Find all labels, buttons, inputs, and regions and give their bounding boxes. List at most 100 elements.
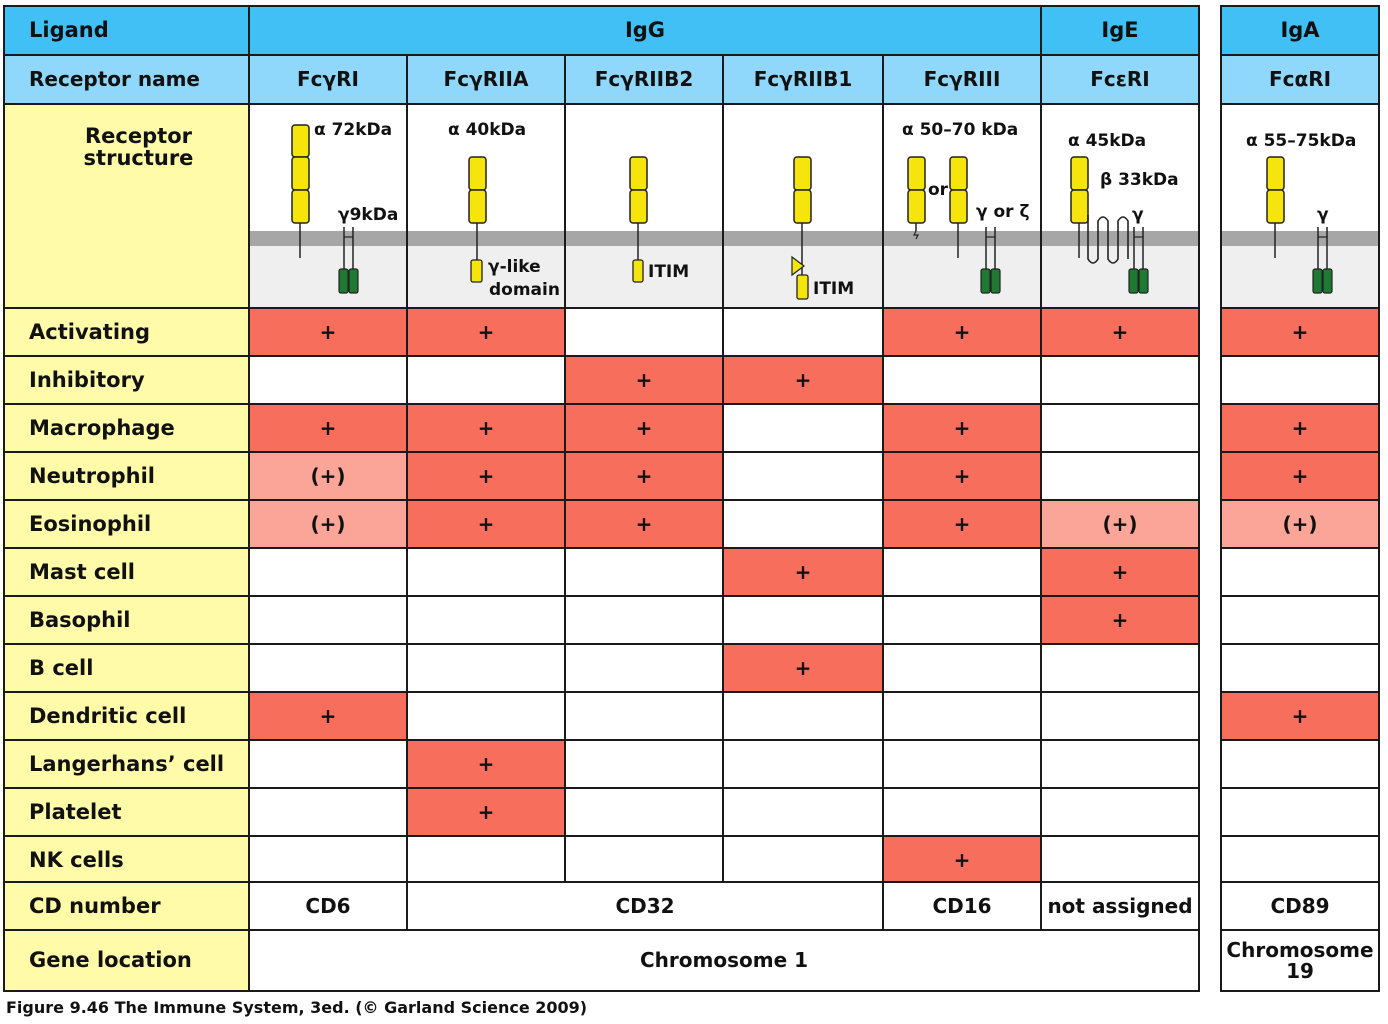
- cell-basophil-fceri: +: [1040, 595, 1200, 645]
- cell-platelet-fcgriib2: [564, 787, 724, 837]
- cell-basophil-fcgriib2: [564, 595, 724, 645]
- receptor-name-fcgriib2: FcγRIIB2: [564, 54, 724, 105]
- receptor-structure-diagram: α 72kDa γ9kDa α 40kDa γ-like domain ITIM: [248, 103, 1200, 309]
- cell-platelet-fceri: [1040, 787, 1200, 837]
- cell-dendritic-cell-fceri: [1040, 691, 1200, 741]
- cell-nk-cells-fceri: [1040, 835, 1200, 885]
- fcgriia-domain-label-1: γ-like: [488, 257, 541, 277]
- ligand-ige: IgE: [1040, 5, 1200, 56]
- cell-langerhans-cell-fcgriib2: [564, 739, 724, 789]
- cell-neutrophil-fcgri: (+): [248, 451, 408, 501]
- cell-inhibitory-fcgriib2: +: [564, 355, 724, 405]
- fcari-structure-diagram: α 55–75kDa γ: [1220, 103, 1380, 309]
- fceri-beta-label: β 33kDa: [1100, 170, 1179, 190]
- receptor-name-fcgriia: FcγRIIA: [406, 54, 566, 105]
- fceri-gamma-dimer: [1128, 227, 1149, 294]
- fcgriii-or-label: or: [928, 180, 949, 200]
- cell-dendritic-cell-fcgriib1: [722, 691, 884, 741]
- cell-macrophage-fcgri: +: [248, 403, 408, 453]
- cell-mast-cell-fceri: +: [1040, 547, 1200, 597]
- fceri-alpha-chain: [1070, 156, 1089, 258]
- cell-inhibitory-fcgriia: [406, 355, 566, 405]
- cell-langerhans-cell-fceri: [1040, 739, 1200, 789]
- fcgriii-gpi-form: [907, 156, 926, 240]
- cell-b-cell-fcari: [1220, 643, 1380, 693]
- receptor-name-fceri: FcεRI: [1040, 54, 1200, 105]
- row-label-activating: Activating: [3, 307, 250, 357]
- cell-langerhans-cell-fcgriia: +: [406, 739, 566, 789]
- cell-activating-fcari: +: [1220, 307, 1380, 357]
- cell-activating-fcgriia: +: [406, 307, 566, 357]
- row-label-inhibitory: Inhibitory: [3, 355, 250, 405]
- fcari-alpha-label: α 55–75kDa: [1246, 131, 1356, 151]
- fcgriii-transmembrane-form: [949, 156, 968, 258]
- fcari-alpha-chain: [1266, 156, 1285, 258]
- cell-activating-fcgriib1: [722, 307, 884, 357]
- cd-fcgri: CD6: [248, 881, 408, 931]
- row-label-langerhans-cell: Langerhans’ cell: [3, 739, 250, 789]
- cell-platelet-fcgri: [248, 787, 408, 837]
- row-label-mast-cell: Mast cell: [3, 547, 250, 597]
- fcgriib2-alpha-chain: [629, 156, 648, 283]
- cell-mast-cell-fcgri: [248, 547, 408, 597]
- row-label-platelet: Platelet: [3, 787, 250, 837]
- cell-basophil-fcgri: [248, 595, 408, 645]
- receptor-name-fcgriib1: FcγRIIB1: [722, 54, 884, 105]
- cell-inhibitory-fcgriii: [882, 355, 1042, 405]
- cell-dendritic-cell-fcgri: +: [248, 691, 408, 741]
- row-label-basophil: Basophil: [3, 595, 250, 645]
- figure-caption: Figure 9.46 The Immune System, 3ed. (© G…: [6, 998, 588, 1017]
- row-label-eosinophil: Eosinophil: [3, 499, 250, 549]
- cell-nk-cells-fcgriii: +: [882, 835, 1042, 885]
- fcgri-alpha-chain: [291, 124, 310, 258]
- cell-b-cell-fceri: [1040, 643, 1200, 693]
- cell-neutrophil-fcgriia: +: [406, 451, 566, 501]
- fcgri-gamma-dimer: [338, 227, 359, 294]
- cd-fcari: CD89: [1220, 881, 1380, 931]
- cell-activating-fcgriii: +: [882, 307, 1042, 357]
- cell-b-cell-fcgriib2: [564, 643, 724, 693]
- cd-fcgrii: CD32: [406, 881, 884, 931]
- fcgri-gamma-label: γ9kDa: [338, 205, 398, 225]
- fceri-alpha-label: α 45kDa: [1068, 131, 1146, 151]
- cd-fcgriii: CD16: [882, 881, 1042, 931]
- row-label-neutrophil: Neutrophil: [3, 451, 250, 501]
- cell-macrophage-fceri: [1040, 403, 1200, 453]
- cell-basophil-fcari: [1220, 595, 1380, 645]
- cell-nk-cells-fcgri: [248, 835, 408, 885]
- cell-neutrophil-fcari: +: [1220, 451, 1380, 501]
- cell-nk-cells-fcgriib2: [564, 835, 724, 885]
- cell-mast-cell-fcgriia: [406, 547, 566, 597]
- cell-platelet-fcari: [1220, 787, 1380, 837]
- cell-eosinophil-fcgri: (+): [248, 499, 408, 549]
- cell-langerhans-cell-fcgriib1: [722, 739, 884, 789]
- cell-eosinophil-fcgriii: +: [882, 499, 1042, 549]
- cell-inhibitory-fcgriib1: +: [722, 355, 884, 405]
- row-label-b-cell: B cell: [3, 643, 250, 693]
- cell-eosinophil-fcgriia: +: [406, 499, 566, 549]
- cell-macrophage-fcgriia: +: [406, 403, 566, 453]
- gene-location-iga: Chromosome 19: [1220, 929, 1380, 992]
- fcgriib1-alpha-chain: [791, 156, 812, 300]
- cd-fceri: not assigned: [1040, 881, 1200, 931]
- cell-dendritic-cell-fcgriia: [406, 691, 566, 741]
- fcgriii-gamma-dimer: [980, 227, 1001, 294]
- cell-b-cell-fcgriii: [882, 643, 1042, 693]
- gene-location-iga-line2: 19: [1286, 958, 1314, 983]
- fcgriia-domain-label-2: domain: [489, 280, 560, 300]
- row-label-dendritic-cell: Dendritic cell: [3, 691, 250, 741]
- cell-basophil-fcgriia: [406, 595, 566, 645]
- fcgriia-alpha-label: α 40kDa: [448, 120, 526, 140]
- receptor-name-fcari: FcαRI: [1220, 54, 1380, 105]
- cell-platelet-fcgriia: +: [406, 787, 566, 837]
- cell-basophil-fcgriii: [882, 595, 1042, 645]
- cell-mast-cell-fcari: [1220, 547, 1380, 597]
- cell-platelet-fcgriib1: [722, 787, 884, 837]
- cell-inhibitory-fceri: [1040, 355, 1200, 405]
- ligand-iga: IgA: [1220, 5, 1380, 56]
- row-label-macrophage: Macrophage: [3, 403, 250, 453]
- cell-neutrophil-fcgriii: +: [882, 451, 1042, 501]
- cell-eosinophil-fcgriib1: [722, 499, 884, 549]
- fcari-gamma-dimer: [1312, 227, 1333, 294]
